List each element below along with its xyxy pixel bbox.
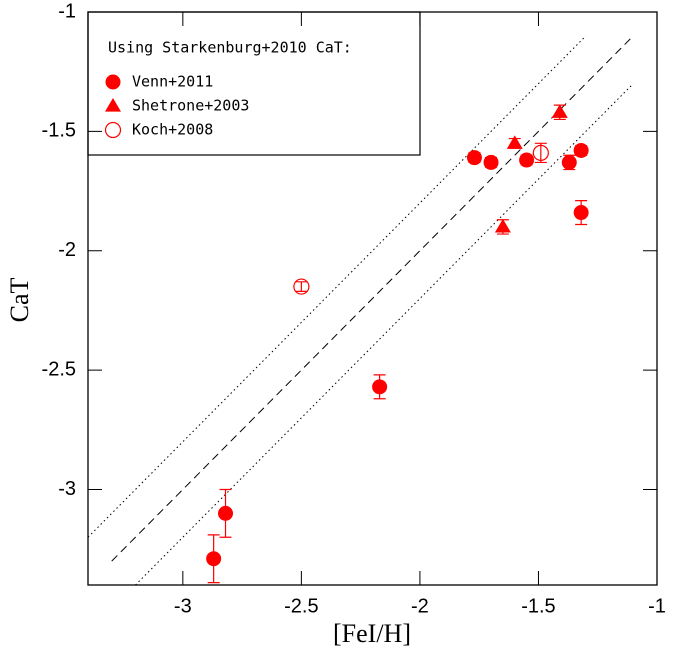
y-axis-label: CaT	[5, 278, 34, 323]
point	[573, 142, 589, 158]
x-tick-label: -1	[648, 595, 666, 617]
reference-line	[135, 83, 634, 585]
point	[105, 98, 121, 112]
point	[551, 104, 568, 118]
x-axis-label: [FeI/H]	[333, 619, 411, 648]
legend-entry: Koch+2008	[104, 121, 213, 139]
legend-label: Venn+2011	[132, 73, 213, 91]
point	[466, 150, 482, 166]
point	[104, 121, 122, 139]
legend-label: Koch+2008	[132, 121, 213, 139]
point	[105, 74, 121, 90]
point	[561, 154, 577, 170]
point	[519, 152, 535, 168]
y-tick-label: -2	[58, 239, 76, 261]
point	[206, 551, 222, 567]
reference-line	[88, 35, 587, 538]
reference-line	[111, 35, 634, 562]
x-tick-label: -1.5	[521, 595, 555, 617]
point	[494, 218, 511, 233]
point	[506, 135, 523, 149]
legend-title: Using Starkenburg+2010 CaT:	[108, 39, 352, 57]
y-tick-label: -2.5	[42, 358, 76, 380]
point	[218, 505, 234, 521]
y-tick-label: -3	[58, 478, 76, 500]
legend-label: Shetrone+2003	[132, 97, 249, 115]
point	[532, 144, 549, 161]
point	[372, 379, 388, 395]
point	[483, 154, 499, 170]
point	[293, 278, 310, 295]
y-tick-label: -1.5	[42, 120, 76, 142]
legend-entry: Venn+2011	[105, 73, 213, 91]
y-tick-label: -1	[58, 0, 76, 22]
x-tick-label: -2	[411, 595, 429, 617]
plot-area	[88, 35, 634, 585]
legend-entry: Shetrone+2003	[105, 97, 249, 115]
point	[573, 205, 589, 221]
x-tick-label: -3	[174, 595, 192, 617]
x-tick-label: -2.5	[284, 595, 318, 617]
error-bar	[534, 142, 547, 164]
legend-box	[87, 11, 421, 156]
error-bar	[295, 281, 308, 292]
